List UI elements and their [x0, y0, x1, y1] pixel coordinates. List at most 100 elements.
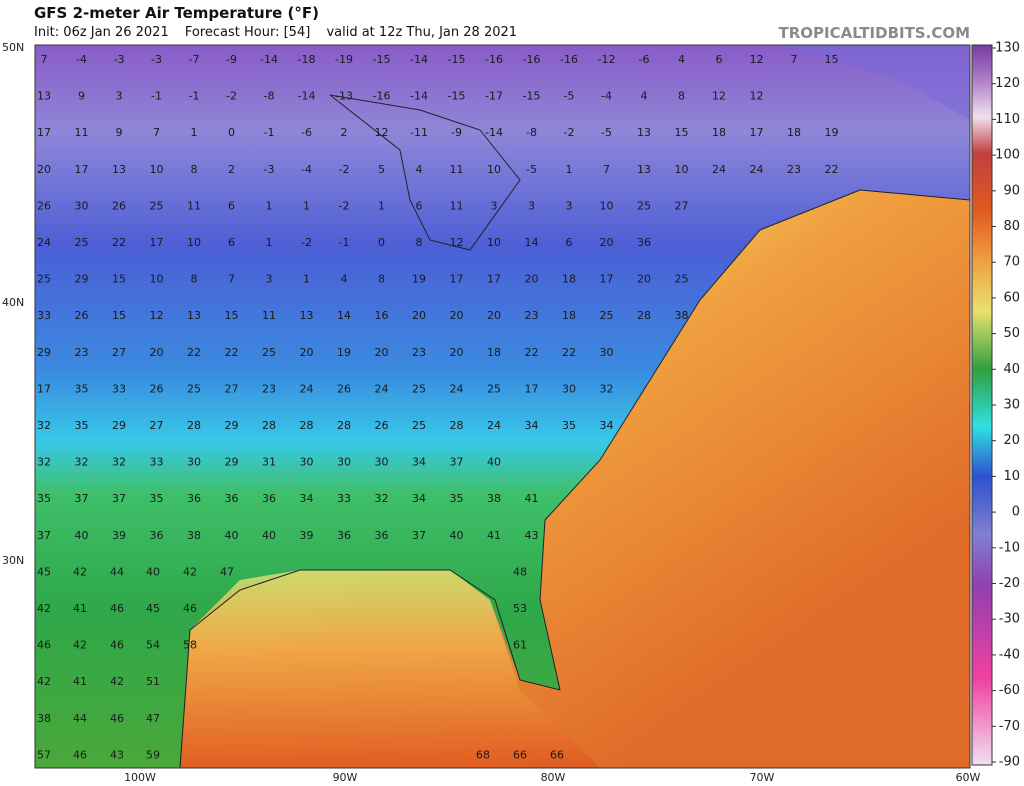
temperature-label: -4	[601, 90, 612, 103]
temperature-label: 45	[146, 602, 160, 615]
temperature-label: 30	[187, 456, 201, 469]
colorbar-label: -90	[999, 755, 1020, 770]
temperature-label: 9	[78, 90, 85, 103]
temperature-label: 28	[637, 309, 651, 322]
temperature-label: 24	[375, 382, 389, 395]
temperature-label: 66	[550, 748, 564, 761]
temperature-label: 34	[300, 492, 314, 505]
coastlines	[179, 94, 971, 769]
temperature-label: -14	[485, 126, 503, 139]
temperature-label: 32	[600, 382, 614, 395]
temperature-label: 29	[75, 273, 89, 286]
temperature-label: 35	[562, 419, 576, 432]
temperature-label: -16	[485, 53, 503, 66]
temperature-label: 35	[150, 492, 164, 505]
temperature-label: 12	[375, 126, 389, 139]
temperature-label: 24	[450, 382, 464, 395]
temperature-label: 36	[225, 492, 239, 505]
temperature-label: 13	[187, 309, 201, 322]
temperature-label: 14	[525, 236, 539, 249]
temperature-label: 46	[73, 748, 87, 761]
temperature-label: 13	[637, 126, 651, 139]
temperature-label: 38	[187, 529, 201, 542]
temperature-label: -17	[485, 90, 503, 103]
temperature-label: -7	[189, 53, 200, 66]
temperature-label: 30	[300, 456, 314, 469]
temperature-label: 53	[513, 602, 527, 615]
temperature-label: 8	[378, 273, 385, 286]
temperature-label: 29	[37, 346, 51, 359]
temperature-label: 8	[416, 236, 423, 249]
temperature-label: 33	[150, 456, 164, 469]
temperature-label: 19	[825, 126, 839, 139]
temperature-label: 17	[37, 126, 51, 139]
temperature-label: -13	[335, 90, 353, 103]
temperature-label: 13	[37, 90, 51, 103]
temperature-label: 42	[73, 639, 87, 652]
temperature-label: 19	[412, 273, 426, 286]
temperature-label: 15	[112, 309, 126, 322]
temperature-label: 8	[678, 90, 685, 103]
temperature-label: 39	[300, 529, 314, 542]
temperature-label: -14	[260, 53, 278, 66]
temperature-label: 7	[791, 53, 798, 66]
temperature-label: -11	[410, 126, 428, 139]
temperature-label: 12	[750, 90, 764, 103]
temperature-label: 26	[37, 199, 51, 212]
temperature-label: 3	[266, 273, 273, 286]
temperature-label: 29	[112, 419, 126, 432]
temperature-label: 20	[450, 346, 464, 359]
temperature-label: 1	[191, 126, 198, 139]
temperature-label: 10	[600, 199, 614, 212]
temperature-label: 26	[150, 382, 164, 395]
map-title: GFS 2-meter Air Temperature (°F)	[34, 4, 319, 22]
temperature-label: 17	[150, 236, 164, 249]
temperature-label: 25	[37, 273, 51, 286]
subtitle: Init: 06z Jan 26 2021 Forecast Hour: [54…	[34, 25, 529, 40]
temperature-label: 12	[150, 309, 164, 322]
lon-label: 70W	[750, 771, 775, 784]
colorbar-label: 120	[995, 76, 1020, 91]
temperature-label: 58	[183, 639, 197, 652]
temperature-label: 41	[525, 492, 539, 505]
temperature-label: -1	[339, 236, 350, 249]
temperature-label: 40	[450, 529, 464, 542]
temperature-label: 40	[146, 565, 160, 578]
temperature-label: 48	[513, 565, 527, 578]
temperature-label: 11	[262, 309, 276, 322]
colorbar-label: 100	[995, 148, 1020, 163]
temperature-label: 26	[112, 199, 126, 212]
temperature-label: 15	[675, 126, 689, 139]
temperature-label: 0	[228, 126, 235, 139]
temperature-label: 25	[675, 273, 689, 286]
temperature-label: 22	[825, 163, 839, 176]
temperature-label: 17	[75, 163, 89, 176]
lon-label: 60W	[956, 771, 981, 784]
temperature-label: 0	[378, 236, 385, 249]
temperature-label: 45	[37, 565, 51, 578]
temperature-label: -16	[523, 53, 541, 66]
temperature-label: 7	[603, 163, 610, 176]
temperature-label: -2	[301, 236, 312, 249]
temperature-label: 44	[73, 712, 87, 725]
temperature-label: -2	[339, 163, 350, 176]
temperature-label: 46	[110, 602, 124, 615]
temperature-label: 59	[146, 748, 160, 761]
temperature-label: 23	[525, 309, 539, 322]
temperature-label: 8	[191, 273, 198, 286]
temperature-label: 1	[266, 236, 273, 249]
temperature-label: 24	[712, 163, 726, 176]
temperature-label: -18	[298, 53, 316, 66]
init-time: Init: 06z Jan 26 2021	[34, 25, 169, 40]
lat-label: 40N	[2, 296, 24, 309]
temperature-label: -14	[298, 90, 316, 103]
temperature-label: 39	[112, 529, 126, 542]
temperature-label: 18	[562, 273, 576, 286]
temperature-label: 42	[110, 675, 124, 688]
colorbar-label: -20	[999, 576, 1020, 591]
temperature-label: 42	[37, 602, 51, 615]
colorbar-label: 80	[1003, 219, 1020, 234]
temperature-label: 34	[412, 456, 426, 469]
